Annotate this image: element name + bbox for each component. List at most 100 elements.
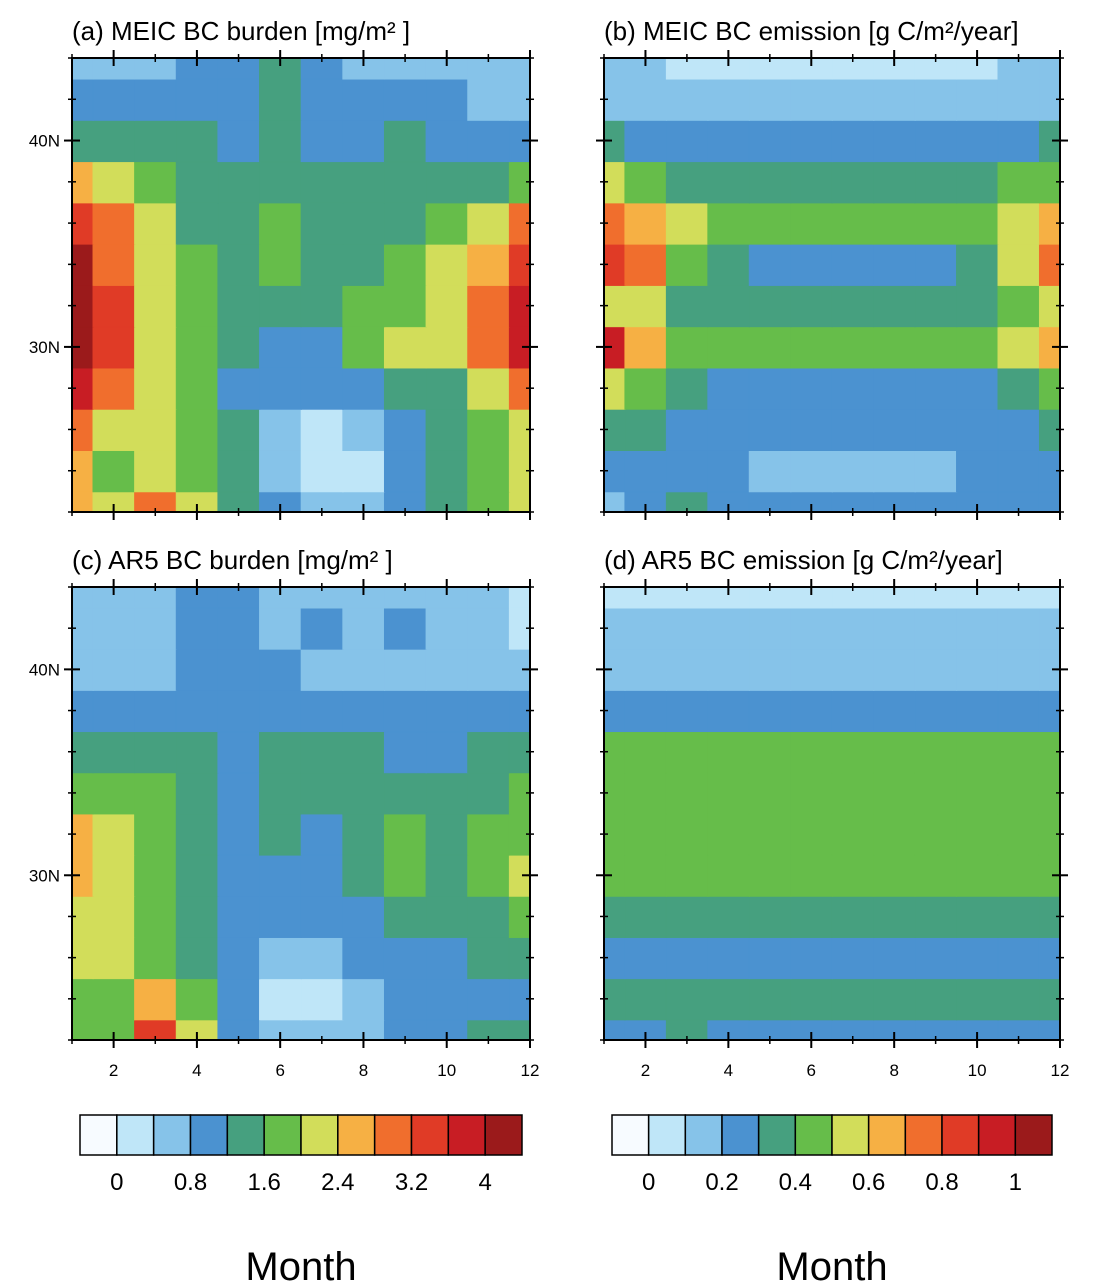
- contour-cell: [342, 730, 386, 774]
- contour-cell: [467, 325, 511, 369]
- contour-cell: [790, 284, 833, 328]
- contour-cell: [665, 367, 709, 410]
- contour-cell: [624, 607, 668, 650]
- contour-cell: [508, 284, 530, 328]
- contour-cell: [134, 648, 177, 691]
- contour-cell: [1038, 936, 1060, 980]
- contour-cell: [300, 119, 344, 163]
- x-tick-label: 2: [109, 1061, 118, 1080]
- contour-cell: [134, 325, 177, 369]
- colorbar-box: [867, 1114, 907, 1156]
- contour-cell: [624, 854, 668, 897]
- contour-cell: [300, 607, 344, 650]
- contour-cell: [134, 607, 177, 650]
- panel-title: (b) MEIC BC emission [g C/m²/year]: [604, 16, 1019, 46]
- contour-cell: [873, 325, 916, 369]
- contour-cell: [1038, 449, 1060, 493]
- contour-cell: [342, 202, 386, 245]
- contour-cell: [342, 160, 386, 204]
- contour-cell: [425, 78, 469, 121]
- contour-cell: [748, 78, 792, 121]
- contour-cell: [92, 119, 136, 163]
- contour-cell: [665, 202, 709, 245]
- contour-cell: [790, 367, 833, 410]
- contour-cell: [831, 243, 875, 286]
- contour-cell: [300, 284, 344, 328]
- contour-cell: [425, 160, 469, 204]
- contour-cell: [956, 854, 999, 897]
- contour-cell: [425, 284, 469, 328]
- contour-cell: [92, 607, 136, 650]
- contour-cell: [997, 648, 1041, 691]
- contour-cell: [873, 408, 916, 451]
- contour-cell: [665, 243, 709, 286]
- contour-cell: [790, 895, 833, 938]
- colorbar-label: 0.8: [925, 1169, 958, 1196]
- contour-cell: [383, 607, 427, 650]
- contour-cell: [624, 895, 668, 938]
- contour-cell: [707, 936, 750, 980]
- contour-cell: [342, 408, 386, 451]
- contour-cell: [217, 689, 261, 733]
- contour-cell: [624, 202, 668, 245]
- contour-cell: [914, 78, 958, 121]
- contour-cell: [997, 449, 1041, 493]
- contour-cell: [1038, 491, 1060, 512]
- contour-cell: [873, 977, 916, 1021]
- contour-cell: [217, 367, 261, 410]
- contour-cell: [342, 895, 386, 938]
- colorbar-label: 0.6: [852, 1169, 885, 1196]
- contour-cell: [873, 730, 916, 774]
- contour-cell: [259, 936, 302, 980]
- contour-cell: [425, 607, 469, 650]
- contour-cell: [134, 730, 177, 774]
- contour-cell: [831, 408, 875, 451]
- contour-cell: [134, 202, 177, 245]
- contour-cell: [259, 449, 302, 493]
- contour-cell: [748, 119, 792, 163]
- x-tick-label: 12: [521, 1061, 540, 1080]
- contour-cell: [175, 449, 219, 493]
- contour-cell: [383, 408, 427, 451]
- contour-cell: [217, 977, 261, 1021]
- contour-cell: [217, 895, 261, 938]
- contour-cell: [790, 689, 833, 733]
- contour-cell: [217, 284, 261, 328]
- contour-cell: [467, 895, 511, 938]
- contour-cell: [92, 648, 136, 691]
- colorbar-box: [263, 1114, 302, 1156]
- contour-cell: [1038, 648, 1060, 691]
- contour-cell: [873, 689, 916, 733]
- colorbar-label: 4: [478, 1169, 491, 1196]
- contour-cell: [1038, 1019, 1060, 1040]
- contour-cell: [425, 648, 469, 691]
- contour-cell: [217, 772, 261, 815]
- contour-cell: [914, 607, 958, 650]
- contour-cell: [342, 689, 386, 733]
- contour-cell: [259, 367, 302, 410]
- contour-cell: [134, 813, 177, 856]
- contour-cell: [383, 772, 427, 815]
- contour-cell: [467, 408, 511, 451]
- contour-cell: [665, 325, 709, 369]
- contour-cell: [342, 243, 386, 286]
- contour-cell: [914, 325, 958, 369]
- contour-cell: [624, 648, 668, 691]
- contour-cell: [92, 367, 136, 410]
- contour-cell: [134, 936, 177, 980]
- contour-cell: [467, 689, 511, 733]
- contour-cell: [425, 730, 469, 774]
- contour-cell: [300, 78, 344, 121]
- colorbar-box: [116, 1114, 155, 1156]
- contour-cell: [217, 607, 261, 650]
- contour-cell: [134, 243, 177, 286]
- contour-cell: [914, 772, 958, 815]
- contour-cell: [300, 367, 344, 410]
- contour-cell: [217, 119, 261, 163]
- contour-cell: [217, 78, 261, 121]
- contour-cell: [259, 284, 302, 328]
- contour-cell: [259, 648, 302, 691]
- contour-cell: [134, 284, 177, 328]
- contour-cell: [914, 895, 958, 938]
- contour-cell: [707, 78, 750, 121]
